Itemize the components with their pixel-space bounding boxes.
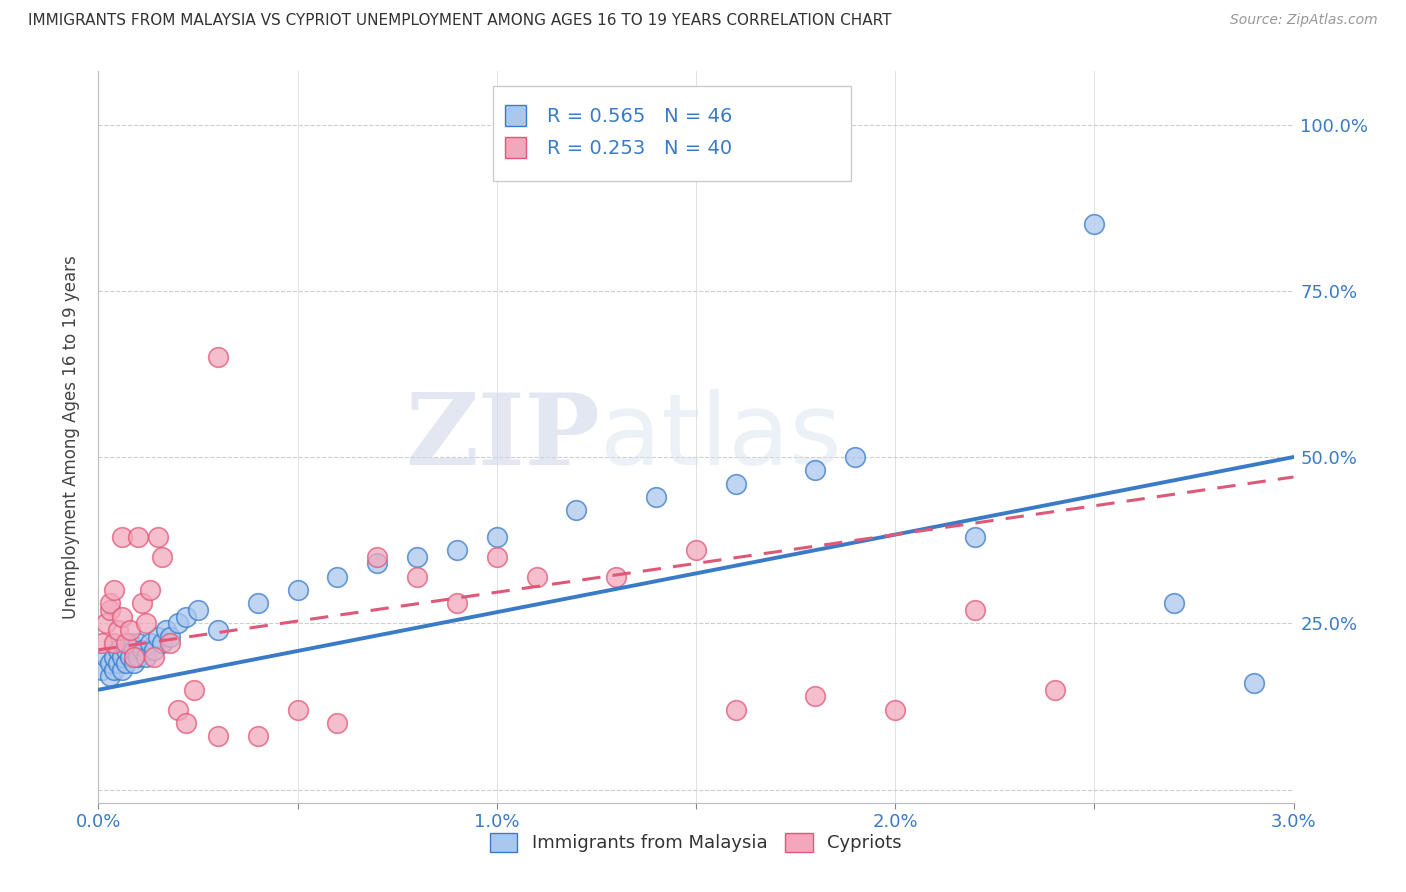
Point	[103, 582, 125, 597]
Point	[131, 643, 153, 657]
Point	[366, 557, 388, 571]
Point	[127, 530, 149, 544]
Point	[143, 649, 166, 664]
Point	[115, 643, 138, 657]
Point	[143, 643, 166, 657]
Point	[446, 543, 468, 558]
Point	[167, 703, 190, 717]
Point	[127, 649, 149, 664]
Point	[183, 682, 205, 697]
Point	[135, 649, 157, 664]
Point	[120, 636, 142, 650]
Y-axis label: Unemployment Among Ages 16 to 19 years: Unemployment Among Ages 16 to 19 years	[62, 255, 80, 619]
Point	[96, 616, 118, 631]
Point	[963, 530, 986, 544]
Point	[485, 549, 508, 564]
FancyBboxPatch shape	[505, 136, 526, 158]
Point	[111, 649, 134, 664]
Point	[107, 623, 129, 637]
Point	[98, 656, 122, 670]
Point	[1163, 596, 1185, 610]
Point	[111, 530, 134, 544]
Point	[1043, 682, 1066, 697]
Point	[139, 582, 162, 597]
Point	[150, 636, 173, 650]
Point	[98, 596, 122, 610]
Point	[485, 530, 508, 544]
Point	[103, 636, 125, 650]
Point	[159, 630, 181, 644]
Point	[139, 636, 162, 650]
Point	[326, 716, 349, 731]
Point	[326, 570, 349, 584]
Point	[526, 570, 548, 584]
Point	[111, 663, 134, 677]
Point	[120, 623, 142, 637]
Point	[724, 703, 747, 717]
Point	[724, 476, 747, 491]
Point	[167, 616, 190, 631]
Text: R = 0.565   N = 46: R = 0.565 N = 46	[547, 107, 733, 126]
Point	[565, 503, 588, 517]
Point	[159, 636, 181, 650]
Point	[174, 609, 197, 624]
FancyBboxPatch shape	[494, 86, 852, 181]
Point	[124, 649, 146, 664]
Point	[406, 570, 429, 584]
Point	[446, 596, 468, 610]
Point	[804, 463, 827, 477]
Point	[91, 663, 114, 677]
Point	[207, 729, 229, 743]
Point	[844, 450, 866, 464]
Point	[174, 716, 197, 731]
Point	[366, 549, 388, 564]
Point	[406, 549, 429, 564]
Point	[207, 351, 229, 365]
Point	[111, 609, 134, 624]
Point	[207, 623, 229, 637]
Point	[96, 649, 118, 664]
Point	[187, 603, 209, 617]
Point	[645, 490, 668, 504]
Point	[148, 530, 170, 544]
Legend: Immigrants from Malaysia, Cypriots: Immigrants from Malaysia, Cypriots	[484, 826, 908, 860]
Point	[246, 596, 269, 610]
Point	[1083, 217, 1105, 231]
Point	[98, 669, 122, 683]
Point	[150, 549, 173, 564]
Point	[107, 656, 129, 670]
Point	[605, 570, 627, 584]
Point	[1243, 676, 1265, 690]
Point	[103, 649, 125, 664]
Text: R = 0.253   N = 40: R = 0.253 N = 40	[547, 138, 731, 158]
Text: Source: ZipAtlas.com: Source: ZipAtlas.com	[1230, 13, 1378, 28]
Text: IMMIGRANTS FROM MALAYSIA VS CYPRIOT UNEMPLOYMENT AMONG AGES 16 TO 19 YEARS CORRE: IMMIGRANTS FROM MALAYSIA VS CYPRIOT UNEM…	[28, 13, 891, 29]
Text: ZIP: ZIP	[405, 389, 600, 485]
Point	[124, 643, 146, 657]
Point	[98, 603, 122, 617]
Point	[804, 690, 827, 704]
Point	[103, 663, 125, 677]
Text: atlas: atlas	[600, 389, 842, 485]
Point	[115, 636, 138, 650]
Point	[287, 703, 309, 717]
Point	[135, 616, 157, 631]
Point	[91, 636, 114, 650]
Point	[148, 630, 170, 644]
Point	[115, 656, 138, 670]
Point	[287, 582, 309, 597]
Point	[120, 649, 142, 664]
Point	[107, 643, 129, 657]
Point	[124, 656, 146, 670]
Point	[155, 623, 177, 637]
Point	[131, 596, 153, 610]
Point	[685, 543, 707, 558]
FancyBboxPatch shape	[505, 105, 526, 127]
Point	[884, 703, 907, 717]
Point	[127, 636, 149, 650]
Point	[963, 603, 986, 617]
Point	[246, 729, 269, 743]
